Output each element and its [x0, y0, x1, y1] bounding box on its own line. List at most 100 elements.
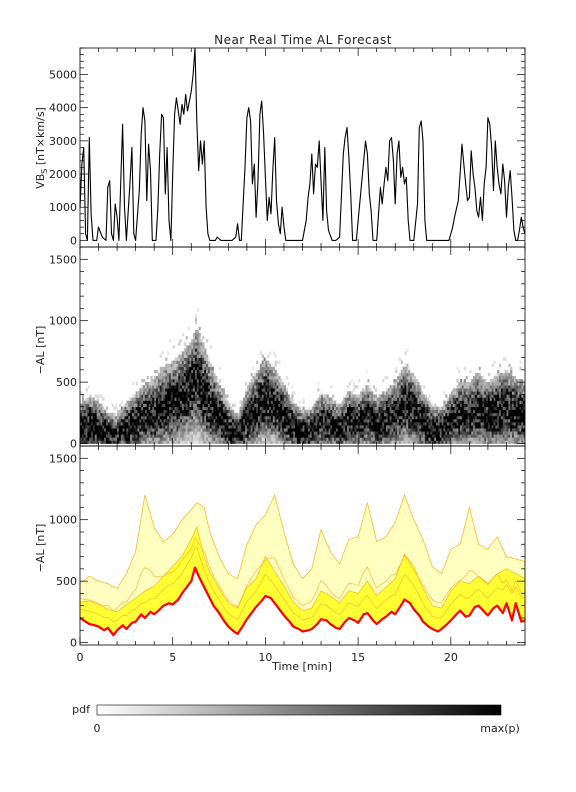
heatmap-cell	[391, 409, 394, 414]
heatmap-cell	[415, 431, 418, 435]
y-tick-label: 500	[56, 376, 77, 389]
heatmap-cell	[365, 394, 368, 398]
heatmap-cell	[376, 428, 379, 432]
heatmap-cell	[465, 397, 468, 401]
heatmap-cell	[198, 363, 201, 368]
heatmap-cell	[510, 385, 513, 389]
heatmap-cell	[512, 388, 515, 392]
heatmap-cell	[252, 434, 255, 438]
heatmap-cell	[220, 388, 224, 392]
heatmap-cell	[473, 437, 476, 441]
heatmap-cell	[146, 409, 149, 414]
heatmap-cell	[204, 385, 207, 389]
heatmap-cell	[332, 437, 335, 441]
heatmap-cell	[235, 428, 238, 432]
heatmap-cell	[220, 403, 224, 407]
heatmap-cell	[245, 400, 248, 404]
heatmap-cell	[85, 388, 88, 392]
heatmap-cell	[419, 412, 422, 417]
heatmap-cell	[167, 397, 170, 401]
heatmap-cell	[437, 431, 440, 435]
heatmap-cell	[463, 388, 466, 392]
heatmap-cell	[118, 422, 122, 426]
heatmap-cell	[200, 366, 203, 371]
heatmap-cell	[185, 440, 188, 444]
heatmap-cell	[502, 431, 505, 435]
heatmap-cell	[246, 431, 250, 435]
heatmap-cell	[334, 422, 337, 426]
heatmap-cell	[326, 428, 329, 432]
heatmap-cell	[213, 382, 216, 386]
heatmap-cell	[143, 434, 146, 438]
y-tick-label: 0	[70, 637, 77, 650]
heatmap-cell	[196, 400, 199, 404]
heatmap-cell	[471, 409, 474, 414]
heatmap-cell	[380, 409, 383, 414]
heatmap-cell	[226, 406, 229, 411]
heatmap-cell	[202, 375, 205, 380]
heatmap-cell	[419, 418, 422, 423]
heatmap-cell	[187, 354, 190, 358]
heatmap-cell	[434, 409, 437, 414]
heatmap-cell	[421, 415, 424, 420]
heatmap-cell	[176, 360, 179, 364]
heatmap-cell	[91, 409, 94, 414]
heatmap-cell	[339, 403, 342, 407]
heatmap-cell	[261, 415, 264, 420]
heatmap-cell	[252, 375, 255, 380]
heatmap-cell	[165, 400, 168, 404]
heatmap-cell	[202, 431, 205, 435]
heatmap-cell	[194, 422, 198, 426]
heatmap-cell	[181, 351, 185, 355]
heatmap-cell	[497, 379, 500, 383]
heatmap-cell	[224, 403, 227, 407]
heatmap-cell	[443, 428, 446, 432]
heatmap-cell	[176, 397, 179, 401]
heatmap-cell	[345, 415, 348, 420]
heatmap-cell	[391, 403, 394, 407]
heatmap-cell	[291, 431, 294, 435]
heatmap-cell	[497, 409, 500, 414]
heatmap-cell	[165, 388, 168, 392]
heatmap-cell	[124, 406, 127, 411]
heatmap-cell	[334, 403, 337, 407]
heatmap-cell	[499, 440, 502, 444]
heatmap-cell	[165, 379, 168, 383]
heatmap-cell	[454, 403, 457, 407]
heatmap-cell	[402, 382, 405, 386]
heatmap-cell	[489, 379, 492, 383]
heatmap-cell	[500, 385, 504, 389]
heatmap-cell	[254, 391, 257, 395]
heatmap-cell	[169, 422, 172, 426]
heatmap-cell	[274, 394, 277, 398]
heatmap-cell	[448, 437, 452, 441]
heatmap-cell	[410, 406, 413, 411]
heatmap-cell	[267, 366, 270, 371]
heatmap-cell	[489, 418, 492, 423]
heatmap-cell	[482, 375, 485, 380]
heatmap-cell	[319, 422, 322, 426]
heatmap-cell	[272, 372, 275, 377]
heatmap-cell	[463, 422, 466, 426]
heatmap-cell	[371, 397, 374, 401]
heatmap-cell	[183, 409, 186, 414]
heatmap-cell	[295, 403, 298, 407]
heatmap-cell	[172, 388, 175, 392]
heatmap-cell	[139, 440, 142, 444]
heatmap-cell	[206, 431, 209, 435]
heatmap-cell	[96, 412, 99, 417]
heatmap-cell	[131, 434, 135, 438]
heatmap-cell	[502, 357, 505, 361]
heatmap-cell	[204, 434, 207, 438]
y-tick-label: 1000	[49, 201, 77, 214]
heatmap-cell	[118, 409, 122, 414]
heatmap-cell	[474, 409, 478, 414]
heatmap-cell	[515, 385, 518, 389]
heatmap-cell	[181, 428, 185, 432]
heatmap-cell	[189, 415, 192, 420]
heatmap-cell	[252, 366, 255, 371]
heatmap-cell	[178, 437, 181, 441]
heatmap-cell	[384, 400, 387, 404]
heatmap-cell	[334, 425, 337, 429]
heatmap-cell	[432, 425, 435, 429]
